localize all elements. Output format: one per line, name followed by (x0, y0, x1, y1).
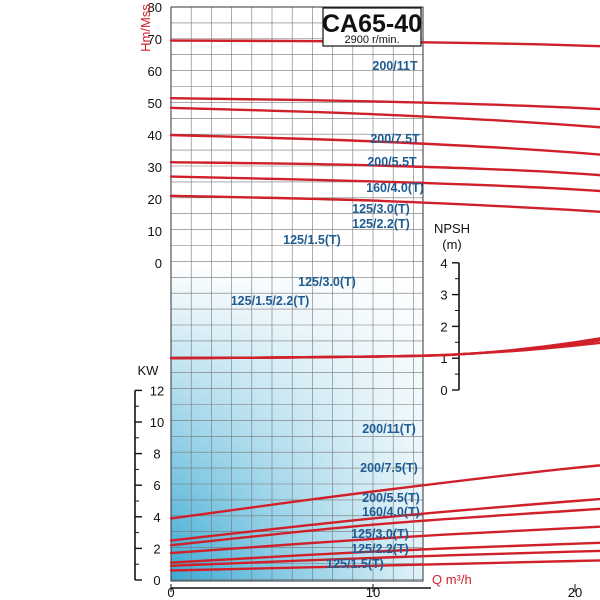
power-curve (169, 497, 600, 542)
power-curve-label: 125/3.0(T) (351, 527, 409, 541)
head-tick-label: 40 (148, 128, 162, 143)
head-curve-label: 200/7.5T (370, 132, 420, 146)
chart-subtitle: 2900 r/min. (344, 34, 399, 46)
power-curve-label: 200/5.5(T) (362, 491, 420, 505)
power-curve (169, 541, 600, 564)
power-curve (169, 464, 600, 520)
plot-frame (170, 6, 424, 582)
head-curve (169, 106, 600, 129)
head-curve-label: 160/4.0(T) (366, 181, 424, 195)
npsh-curve-label: 125/1.5/2.2(T) (231, 294, 310, 308)
power-curve-label: 200/11(T) (362, 422, 416, 436)
head-curve-label: 125/2.2(T) (352, 217, 410, 231)
npsh-axis-title: NPSH (434, 221, 470, 236)
head-tick-label: 50 (148, 96, 162, 111)
power-tick-label: 6 (153, 478, 160, 493)
grid (170, 6, 424, 582)
npsh-curve (169, 341, 600, 360)
power-axis-title: KW (138, 363, 160, 378)
head-curve (169, 175, 600, 193)
head-curve-label: 200/11T (372, 59, 418, 73)
power-curve (169, 559, 600, 572)
power-curve (169, 525, 600, 555)
power-tick-label: 0 (153, 573, 160, 588)
npsh-axis-unit: (m) (442, 237, 462, 252)
head-curve (169, 133, 600, 156)
title-frame (322, 7, 422, 47)
flow-tick-label: 10 (366, 585, 380, 600)
flow-axis-title: Q m³/h (432, 572, 472, 587)
head-curve-label: 200/5.5T (367, 155, 417, 169)
title-box: CA65-40 2900 r/min. (322, 7, 422, 47)
npsh-tick-label: 2 (440, 319, 447, 334)
power-curve-label: 200/7.5(T) (360, 461, 418, 475)
head-curve (169, 97, 600, 111)
head-tick-label: 20 (148, 192, 162, 207)
power-tick-label: 8 (153, 447, 160, 462)
power-curve (169, 507, 600, 547)
power-curve-label: 160/4.0(T) (362, 505, 420, 519)
head-curve-label: 125/1.5(T) (283, 233, 341, 247)
flow-tick-label: 20 (568, 585, 582, 600)
head-curve (169, 161, 600, 177)
head-tick-label: 10 (148, 224, 162, 239)
npsh-tick-label: 0 (440, 383, 447, 398)
power-curve (169, 549, 600, 567)
power-curve-label: 125/1.5(T) (326, 557, 384, 571)
power-curve-label: 125/2.2(T) (351, 542, 409, 556)
head-tick-label: 0 (155, 256, 162, 271)
npsh-tick-label: 4 (440, 256, 447, 271)
head-axis-title: Hm/Mss (138, 4, 153, 52)
power-tick-label: 4 (153, 510, 160, 525)
curve-labels: 200/11T 200/7.5T 200/5.5T 160/4.0(T) 125/3.0… (231, 59, 424, 571)
power-tick-label: 10 (150, 415, 164, 430)
head-tick-label: 30 (148, 160, 162, 175)
npsh-curve-label: 125/3.0(T) (298, 275, 356, 289)
head-curve (169, 194, 600, 213)
head-tick-label: 70 (148, 32, 162, 47)
npsh-tick-label: 3 (440, 288, 447, 303)
head-tick-label: 60 (148, 64, 162, 79)
axes: 0102030405060708001234024681012010203040 (134, 0, 582, 600)
power-tick-label: 2 (153, 541, 160, 556)
head-tick-label: 80 (148, 0, 162, 15)
flow-tick-label: 0 (167, 585, 174, 600)
npsh-tick-label: 1 (440, 351, 447, 366)
power-tick-label: 12 (150, 383, 164, 398)
chart-title: CA65-40 (322, 10, 422, 38)
head-curve-label: 125/3.0(T) (352, 202, 410, 216)
